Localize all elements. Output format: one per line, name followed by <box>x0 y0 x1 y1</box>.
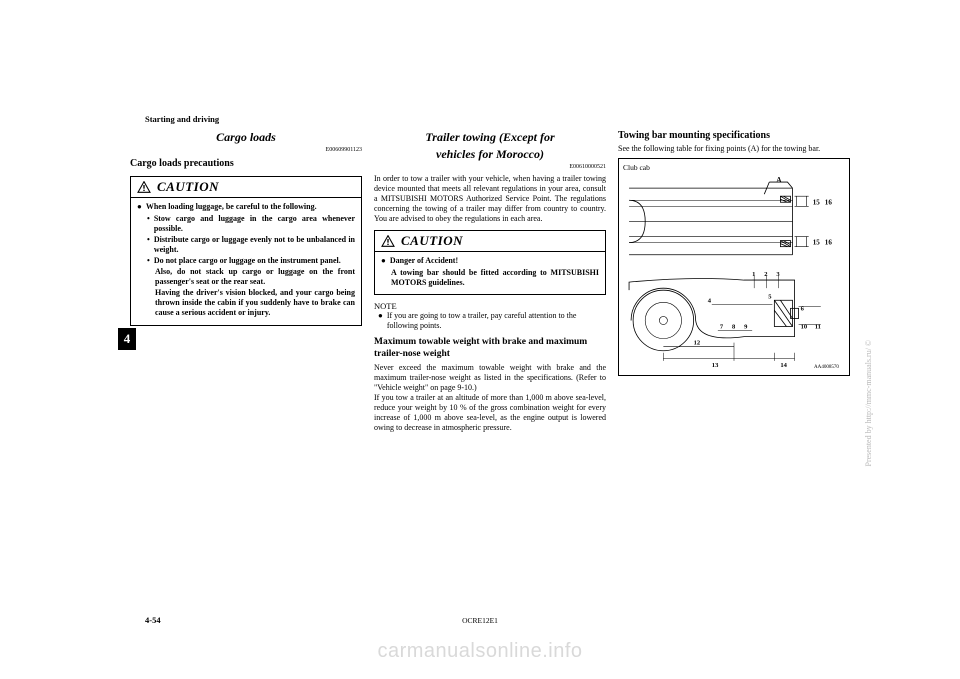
note-item: ● If you are going to tow a trailer, pay… <box>374 311 606 331</box>
caution-followup: A towing bar should be fitted according … <box>381 268 599 288</box>
col1-subheading: Cargo loads precautions <box>130 158 362 171</box>
col1-code: E00609901123 <box>130 147 362 155</box>
side-credit: Presented by http://mmc-manuals.ru/ © <box>864 340 873 467</box>
caution-sub-item: •Stow cargo and luggage in the cargo are… <box>137 214 355 234</box>
caution-sub-item: •Distribute cargo or luggage evenly not … <box>137 235 355 255</box>
col2-body: Never exceed the maximum towable weight … <box>374 363 606 433</box>
sub-bullet-icon: • <box>147 235 150 255</box>
diagram-variant-label: Club cab <box>623 163 845 172</box>
col3-sub: See the following table for fixing point… <box>618 144 850 154</box>
note-label: NOTE <box>374 301 606 312</box>
column-1: Cargo loads E00609901123 Cargo loads pre… <box>130 130 362 620</box>
dim-label: 16 <box>825 198 833 206</box>
caution-head: CAUTION <box>131 177 361 198</box>
dim-label: 13 <box>712 362 719 369</box>
caution-label: CAUTION <box>401 233 463 249</box>
col2-intro: In order to tow a trailer with your vehi… <box>374 174 606 224</box>
caution-sub-item: • Do not place cargo or luggage on the in… <box>137 256 355 266</box>
column-3: Towing bar mounting specifications See t… <box>618 130 850 620</box>
caution-sub-continuation: Also, do not stack up cargo or luggage o… <box>137 267 355 287</box>
bullet-icon: ● <box>378 311 383 331</box>
caution-lead-text: When loading luggage, be careful to the … <box>146 202 317 212</box>
warning-triangle-icon <box>137 181 151 193</box>
col1-caution-box: CAUTION ● When loading luggage, be caref… <box>130 176 362 326</box>
dim-label: 15 <box>813 239 821 247</box>
caution-sub-continuation: Having the driver's vision blocked, and … <box>137 288 355 318</box>
caution-bullet-text: Danger of Accident! <box>390 256 458 266</box>
col2-sub-heading: Maximum towable weight with brake and ma… <box>374 337 606 361</box>
warning-triangle-icon <box>381 235 395 247</box>
dim-label: 12 <box>694 339 701 346</box>
caution-head: CAUTION <box>375 231 605 252</box>
running-head: Starting and driving <box>145 114 219 124</box>
dim-label: 2 <box>764 271 767 278</box>
towing-diagram-top: A 15 16 15 16 <box>623 174 845 270</box>
caution-body: ● Danger of Accident! A towing bar shoul… <box>375 252 605 294</box>
caution-body: ● When loading luggage, be careful to th… <box>131 198 361 325</box>
col2-title-line2: vehicles for Morocco) <box>374 147 606 162</box>
caution-bullet: ● When loading luggage, be careful to th… <box>137 202 355 212</box>
sub-text: Do not place cargo or luggage on the ins… <box>154 256 341 266</box>
sub-text: Also, do not stack up cargo or luggage o… <box>155 267 355 287</box>
col2-title-line1: Trailer towing (Except for <box>374 130 606 145</box>
dim-label: 15 <box>813 198 821 206</box>
col2-caution-box: CAUTION ● Danger of Accident! A towing b… <box>374 230 606 295</box>
dim-label: 1 <box>752 271 755 278</box>
bullet-icon: ● <box>381 256 386 266</box>
page-columns: Cargo loads E00609901123 Cargo loads pre… <box>130 130 850 620</box>
col2-code: E00610000521 <box>374 164 606 172</box>
marker-a: A <box>776 176 782 184</box>
column-2: Trailer towing (Except for vehicles for … <box>374 130 606 620</box>
bullet-icon: ● <box>137 202 142 212</box>
sub-bullet-icon: • <box>147 256 150 266</box>
diagram-code: AA4008570 <box>814 364 839 370</box>
col3-heading: Towing bar mounting specifications <box>618 130 850 143</box>
sub-bullet-icon: • <box>147 214 150 234</box>
caution-label: CAUTION <box>157 179 219 195</box>
dim-label: 14 <box>780 362 787 369</box>
dim-label: 16 <box>825 239 833 247</box>
diagram-frame: Club cab <box>618 158 850 376</box>
col1-title: Cargo loads <box>130 130 362 145</box>
sub-text: Stow cargo and luggage in the cargo area… <box>154 214 355 234</box>
footer-code: OCRE12E1 <box>462 616 498 625</box>
page-number: 4-54 <box>145 615 161 625</box>
watermark: carmanualsonline.info <box>377 640 582 663</box>
sub-text: Having the driver's vision blocked, and … <box>155 288 355 318</box>
sub-text: Distribute cargo or luggage evenly not t… <box>154 235 355 255</box>
caution-bullet: ● Danger of Accident! <box>381 256 599 266</box>
note-text: If you are going to tow a trailer, pay c… <box>387 311 606 331</box>
towing-diagram-side: 1 2 3 4 5 7 8 9 6 10 11 <box>623 270 845 371</box>
